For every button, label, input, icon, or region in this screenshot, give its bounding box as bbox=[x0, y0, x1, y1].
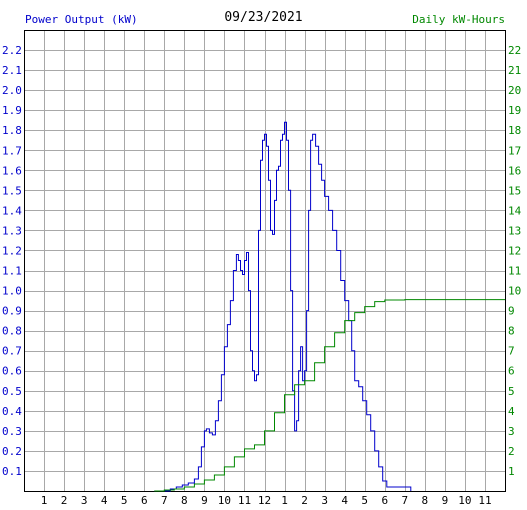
x-tick-label: 6 bbox=[141, 494, 148, 507]
x-tick-label: 3 bbox=[81, 494, 88, 507]
y-right-tick-label: 1 bbox=[508, 465, 515, 478]
y-right-tick-label: 7 bbox=[508, 345, 515, 358]
x-tick-label: 4 bbox=[341, 494, 348, 507]
plot-frame bbox=[24, 30, 506, 492]
right-axis-title: Daily kW-Hours bbox=[412, 13, 505, 26]
y-left-tick-label: 0.1 bbox=[2, 465, 22, 478]
x-tick-label: 7 bbox=[161, 494, 168, 507]
y-left-tick-label: 1.1 bbox=[2, 265, 22, 278]
y-right-tick-label: 5 bbox=[508, 385, 515, 398]
x-tick-label: 2 bbox=[61, 494, 68, 507]
x-tick-label: 8 bbox=[181, 494, 188, 507]
x-tick-label: 10 bbox=[458, 494, 471, 507]
y-left-tick-label: 1.3 bbox=[2, 224, 22, 237]
y-left-tick-label: 1.2 bbox=[2, 244, 22, 257]
y-right-tick-label: 9 bbox=[508, 305, 515, 318]
x-tick-label: 9 bbox=[442, 494, 449, 507]
y-left-tick-label: 0.8 bbox=[2, 325, 22, 338]
y-right-tick-label: 8 bbox=[508, 325, 515, 338]
y-left-tick-label: 0.6 bbox=[2, 365, 22, 378]
x-tick-label: 5 bbox=[361, 494, 368, 507]
y-right-tick-label: 4 bbox=[508, 405, 515, 418]
y-right-tick-label: 16 bbox=[508, 164, 521, 177]
x-tick-label: 10 bbox=[218, 494, 231, 507]
x-tick-label: 7 bbox=[401, 494, 408, 507]
y-left-tick-label: 1.9 bbox=[2, 104, 22, 117]
y-left-tick-label: 0.5 bbox=[2, 385, 22, 398]
y-left-tick-label: 1.5 bbox=[2, 184, 22, 197]
y-left-tick-label: 0.9 bbox=[2, 305, 22, 318]
y-right-tick-label: 18 bbox=[508, 124, 521, 137]
left-axis-title: Power Output (kW) bbox=[25, 13, 138, 26]
y-left-tick-label: 0.3 bbox=[2, 425, 22, 438]
x-tick-label: 4 bbox=[101, 494, 108, 507]
y-right-tick-label: 2 bbox=[508, 445, 515, 458]
x-tick-label: 1 bbox=[281, 494, 288, 507]
y-right-tick-label: 11 bbox=[508, 265, 521, 278]
y-right-tick-label: 6 bbox=[508, 365, 515, 378]
daily-kwh-series-line bbox=[154, 299, 505, 492]
x-tick-label: 12 bbox=[258, 494, 271, 507]
y-right-tick-label: 10 bbox=[508, 285, 521, 298]
y-left-tick-label: 2.1 bbox=[2, 64, 22, 77]
y-left-tick-label: 2.0 bbox=[2, 84, 22, 97]
power-output-series-line bbox=[154, 121, 412, 492]
x-tick-label: 5 bbox=[121, 494, 128, 507]
y-left-tick-label: 0.4 bbox=[2, 405, 22, 418]
x-tick-label: 11 bbox=[238, 494, 251, 507]
y-right-tick-label: 12 bbox=[508, 244, 521, 257]
chart-date-title: 09/23/2021 bbox=[224, 10, 303, 25]
y-left-tick-label: 0.2 bbox=[2, 445, 22, 458]
y-left-tick-label: 1.8 bbox=[2, 124, 22, 137]
y-left-tick-label: 1.0 bbox=[2, 285, 22, 298]
y-right-tick-label: 14 bbox=[508, 204, 522, 217]
y-right-tick-label: 15 bbox=[508, 184, 521, 197]
y-left-tick-label: 2.2 bbox=[2, 44, 22, 57]
x-tick-label: 8 bbox=[422, 494, 429, 507]
x-tick-label: 6 bbox=[381, 494, 388, 507]
y-right-tick-label: 20 bbox=[508, 84, 521, 97]
x-tick-label: 1 bbox=[41, 494, 48, 507]
x-tick-label: 9 bbox=[201, 494, 208, 507]
y-left-tick-label: 1.7 bbox=[2, 144, 22, 157]
y-left-tick-label: 0.7 bbox=[2, 345, 22, 358]
y-right-tick-label: 17 bbox=[508, 144, 521, 157]
y-left-tick-label: 1.4 bbox=[2, 204, 22, 217]
y-right-tick-label: 3 bbox=[508, 425, 515, 438]
x-tick-label: 2 bbox=[301, 494, 308, 507]
y-left-tick-label: 1.6 bbox=[2, 164, 22, 177]
y-right-tick-label: 22 bbox=[508, 44, 521, 57]
y-right-tick-label: 21 bbox=[508, 64, 521, 77]
y-right-tick-label: 19 bbox=[508, 104, 521, 117]
y-right-tick-label: 13 bbox=[508, 224, 521, 237]
x-tick-label: 11 bbox=[478, 494, 491, 507]
x-tick-label: 3 bbox=[321, 494, 328, 507]
